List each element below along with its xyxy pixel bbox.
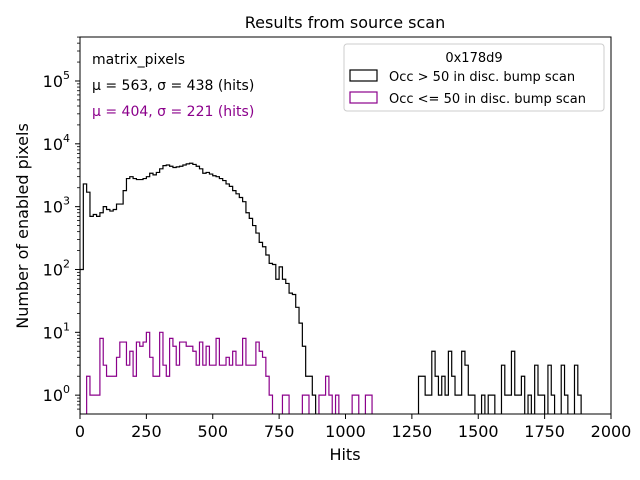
y-tick-exponent: 0 bbox=[63, 383, 70, 396]
y-tick-exponent: 1 bbox=[63, 320, 70, 333]
x-tick-label: 2000 bbox=[591, 422, 632, 441]
y-tick-exponent: 4 bbox=[63, 132, 70, 145]
x-tick-label: 0 bbox=[75, 422, 85, 441]
legend-swatch-purple bbox=[349, 91, 378, 104]
x-tick-label: 1000 bbox=[325, 422, 366, 441]
annotation-stats-black: μ = 563, σ = 438 (hits) bbox=[92, 78, 254, 94]
y-tick-exponent: 3 bbox=[63, 195, 70, 208]
series-occ-gt-50 bbox=[80, 162, 586, 414]
legend-entry-purple: Occ <= 50 in disc. bump scan bbox=[389, 92, 586, 107]
x-tick-label: 1750 bbox=[524, 422, 565, 441]
legend-box bbox=[343, 43, 605, 112]
x-tick-label: 250 bbox=[131, 422, 162, 441]
y-axis-label: Number of enabled pixels bbox=[13, 123, 32, 329]
legend-title: 0x178d9 bbox=[445, 51, 502, 66]
legend: 0x178d9 Occ > 50 in disc. bump scan Occ … bbox=[343, 43, 605, 112]
chart-title: Results from source scan bbox=[245, 13, 445, 32]
annotation-name: matrix_pixels bbox=[92, 52, 185, 68]
annotation-stats-purple: μ = 404, σ = 221 (hits) bbox=[92, 104, 254, 120]
y-tick-exponent: 5 bbox=[63, 69, 70, 82]
series-layer bbox=[80, 162, 586, 414]
x-tick-label: 1250 bbox=[392, 422, 433, 441]
x-tick-label: 750 bbox=[264, 422, 295, 441]
y-tick-exponent: 2 bbox=[63, 257, 70, 270]
x-axis-label: Hits bbox=[329, 445, 360, 464]
x-tick-label: 500 bbox=[197, 422, 228, 441]
series-occ-le-50 bbox=[86, 331, 376, 414]
x-axis: 0 250 500 750 1000 1250 1500 1750 2000 bbox=[75, 414, 631, 441]
legend-swatch-black bbox=[349, 69, 378, 82]
legend-entry-black: Occ > 50 in disc. bump scan bbox=[389, 70, 575, 85]
x-tick-label: 1500 bbox=[458, 422, 499, 441]
